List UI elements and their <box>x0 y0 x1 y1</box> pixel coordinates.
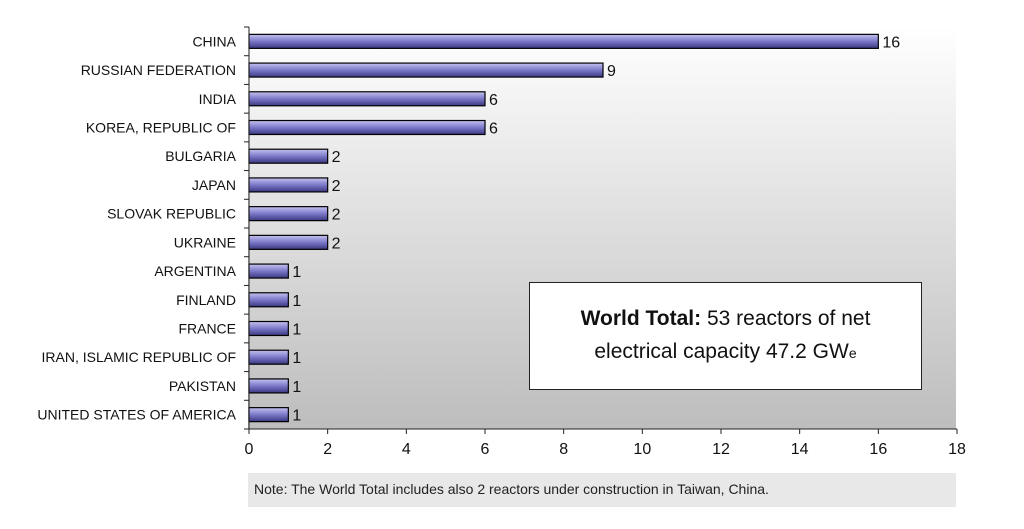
bar <box>248 263 289 279</box>
bar <box>248 349 289 365</box>
x-tick-label: 12 <box>712 441 730 458</box>
x-tick-label: 0 <box>245 441 254 458</box>
bar <box>248 91 486 107</box>
category-label: CHINA <box>192 33 236 49</box>
category-label: INDIA <box>199 91 237 107</box>
x-tick-label: 6 <box>481 441 490 458</box>
bar <box>248 206 329 222</box>
category-label: JAPAN <box>192 177 236 193</box>
value-label: 2 <box>332 235 341 252</box>
world-total-rest: 53 reactors of net <box>701 307 871 330</box>
x-tick-label: 8 <box>559 441 568 458</box>
bar <box>248 378 289 394</box>
value-label: 1 <box>292 293 301 310</box>
x-tick-label: 18 <box>948 441 966 458</box>
category-label: IRAN, ISLAMIC REPUBLIC OF <box>42 349 236 365</box>
x-tick-label: 10 <box>633 441 651 458</box>
x-tick-label: 2 <box>323 441 332 458</box>
world-total-line-1: World Total: 53 reactors of net <box>581 302 871 335</box>
bar <box>248 292 289 308</box>
value-label: 1 <box>292 350 301 367</box>
bar <box>248 33 879 49</box>
note-background <box>248 473 956 507</box>
category-label: PAKISTAN <box>169 378 236 394</box>
value-label: 9 <box>607 63 616 80</box>
value-label: 2 <box>332 178 341 195</box>
value-label: 16 <box>882 34 900 51</box>
category-label: FINLAND <box>176 292 236 308</box>
bar <box>248 177 329 193</box>
value-label: 6 <box>489 121 498 138</box>
bar <box>248 407 289 423</box>
world-total-subscript: e <box>848 345 857 361</box>
category-label: FRANCE <box>178 321 236 337</box>
bar <box>248 320 289 337</box>
x-tick-label: 16 <box>869 441 887 458</box>
x-tick-label: 4 <box>402 441 411 458</box>
world-total-bold: World Total: <box>580 307 702 330</box>
category-label: UNITED STATES OF AMERICA <box>37 407 236 423</box>
value-label: 1 <box>292 264 301 281</box>
value-label: 2 <box>332 149 341 166</box>
category-label: SLOVAK REPUBLIC <box>107 206 236 222</box>
bar <box>248 62 604 78</box>
value-label: 1 <box>292 379 301 396</box>
world-total-annotation: World Total: 53 reactors of net electric… <box>529 282 922 390</box>
value-label: 1 <box>292 408 301 425</box>
category-label: KOREA, REPUBLIC OF <box>86 120 236 136</box>
x-tick-label: 14 <box>791 441 809 458</box>
value-label: 2 <box>332 207 341 224</box>
value-label: 1 <box>292 322 301 339</box>
category-label: ARGENTINA <box>154 263 236 279</box>
bar <box>248 234 329 250</box>
bar <box>248 148 329 164</box>
bar <box>248 119 486 136</box>
world-total-line-2: electrical capacity 47.2 GWe <box>594 335 856 370</box>
value-label: 6 <box>489 92 498 109</box>
category-label: UKRAINE <box>174 234 236 250</box>
world-total-capacity: electrical capacity 47.2 GW <box>594 340 849 363</box>
category-label: BULGARIA <box>165 148 236 164</box>
note-text: Note: The World Total includes also 2 re… <box>254 481 769 497</box>
category-label: RUSSIAN FEDERATION <box>81 62 236 78</box>
